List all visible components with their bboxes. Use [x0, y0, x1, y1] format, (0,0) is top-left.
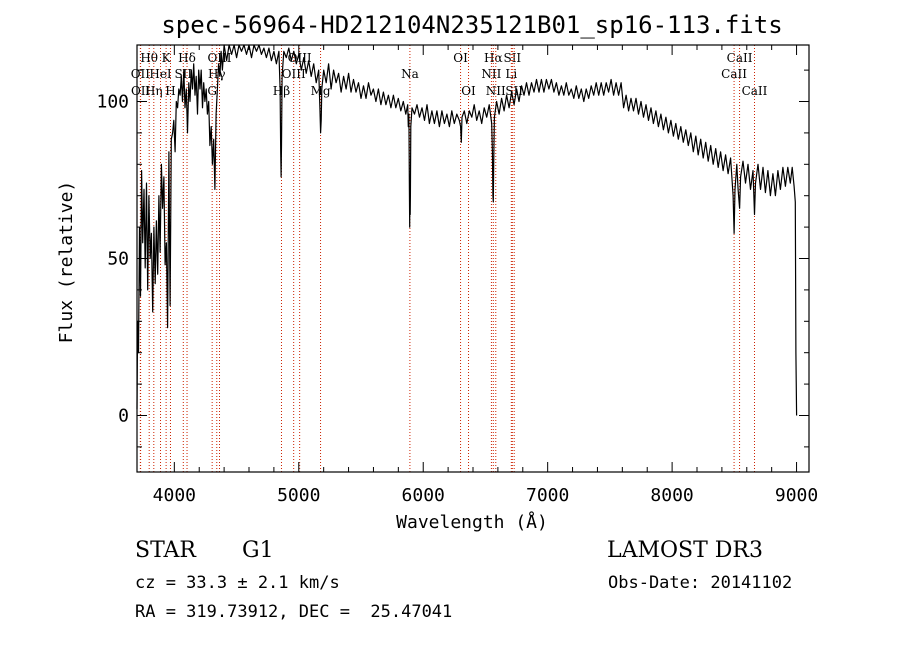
- axes-layer: 4000 5000 6000 7000 8000 9000 0 50 100: [96, 44, 818, 506]
- spectral-line-label: Li: [505, 67, 517, 81]
- spectral-line-label: OII: [131, 84, 151, 98]
- survey-name: LAMOST DR3: [607, 538, 763, 563]
- redshift-text: cz = 33.3 ± 2.1 km/s: [135, 573, 340, 593]
- spectral-line-label: HeI: [149, 67, 172, 81]
- spectral-line-label: Hδ: [178, 51, 196, 65]
- spectral-line-label: Hη: [145, 84, 163, 98]
- spectral-line-label: K: [162, 51, 172, 65]
- spectral-line-label: Mg: [311, 84, 331, 98]
- spectral-line-label: SII: [503, 51, 521, 65]
- spectral-line-label: H: [165, 84, 175, 98]
- x-tick-label: 6000: [402, 485, 445, 506]
- spectral-line-label: G: [207, 84, 217, 98]
- series-layer: [136, 44, 798, 416]
- chart-title: spec-56964-HD212104N235121B01_sp16-113.f…: [161, 11, 782, 39]
- y-tick-label: 100: [96, 92, 129, 113]
- y-axis-label: Flux (relative): [56, 181, 77, 344]
- spectral-line-label: SII: [505, 84, 523, 98]
- x-tick-label: 4000: [153, 485, 196, 506]
- x-tick-label: 5000: [277, 485, 320, 506]
- x-tick-label: 9000: [775, 485, 818, 506]
- spectral-line-label: OI: [453, 51, 468, 65]
- spectrum-series-line: [136, 44, 798, 416]
- spectral-line-label: OII: [131, 67, 151, 81]
- spectral-line-label: Hα: [484, 51, 503, 65]
- obs-date: Obs-Date: 20141102: [608, 573, 793, 593]
- object-subclass: G1: [242, 538, 274, 563]
- spectral-line-label: CaII: [742, 84, 768, 98]
- spectral-line-label: OI: [461, 84, 476, 98]
- x-tick-label: 8000: [650, 485, 693, 506]
- spectral-line-label: NII: [486, 84, 506, 98]
- y-tick-label: 50: [107, 249, 129, 270]
- x-tick-label: 7000: [526, 485, 569, 506]
- spectral-line-label: Hθ: [140, 51, 158, 65]
- spectral-line-label: Hγ: [208, 67, 226, 81]
- y-tick-label: 0: [118, 405, 129, 426]
- coordinates: RA = 319.73912, DEC = 25.47041: [135, 602, 453, 622]
- x-axis-label: Wavelength (Å): [396, 511, 548, 533]
- spectral-line-label: Na: [401, 67, 419, 81]
- spectral-line-label: CaII: [727, 51, 753, 65]
- spectral-line-label: NII: [481, 67, 501, 81]
- object-class: STAR: [135, 538, 196, 563]
- spectral-line-label: OIII: [282, 67, 306, 81]
- spectral-line-label: CaII: [721, 67, 747, 81]
